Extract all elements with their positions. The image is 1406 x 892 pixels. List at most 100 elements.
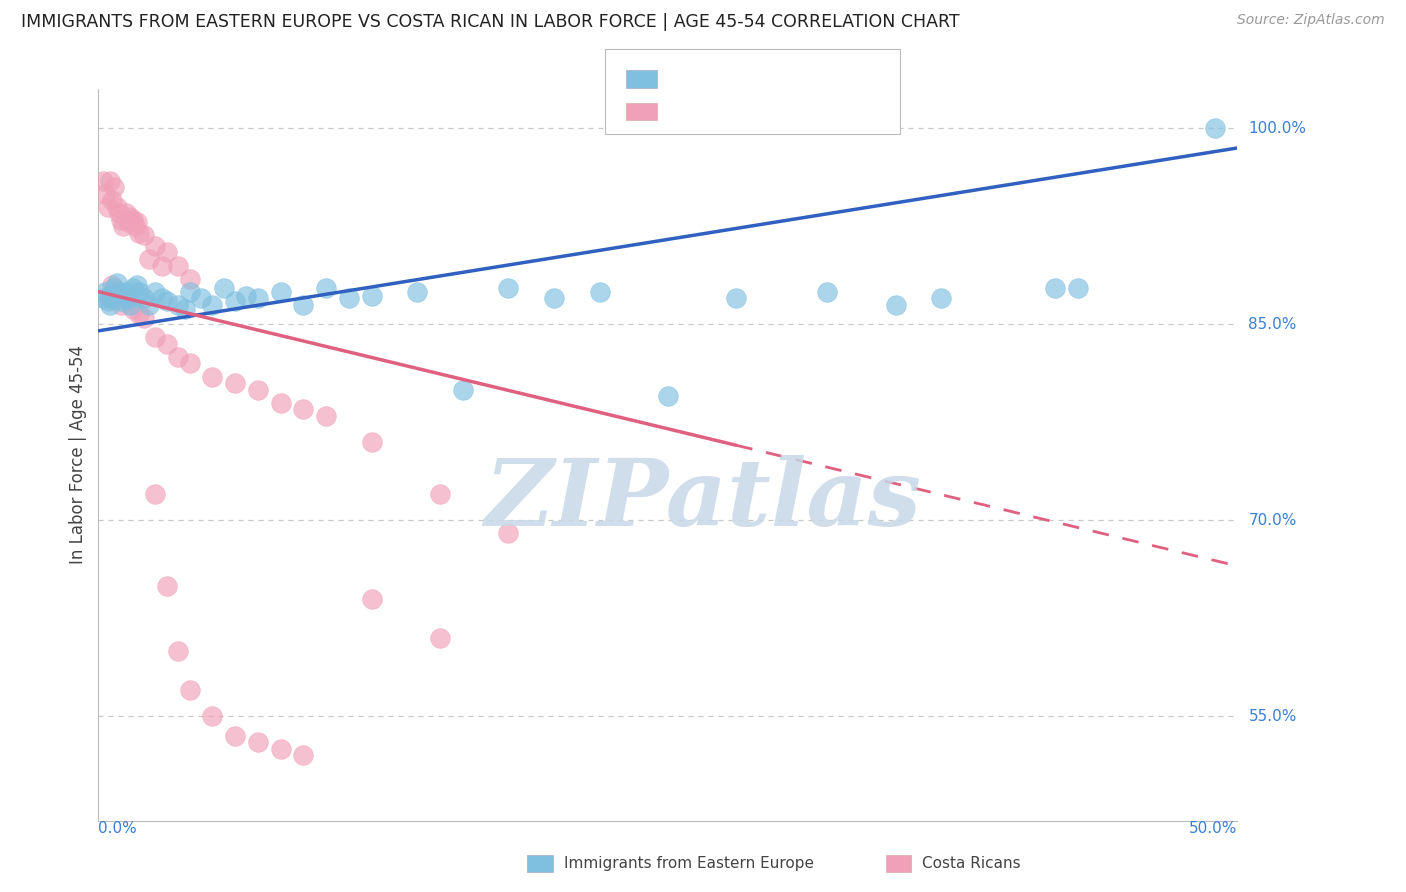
Point bbox=[179, 285, 201, 299]
Point bbox=[145, 239, 167, 253]
Point bbox=[292, 748, 315, 763]
Point bbox=[451, 383, 474, 397]
Point bbox=[124, 219, 146, 234]
Point bbox=[360, 288, 382, 302]
Point bbox=[132, 228, 155, 243]
Point bbox=[179, 357, 201, 371]
Point bbox=[132, 310, 155, 325]
Point bbox=[127, 278, 149, 293]
Point bbox=[108, 206, 131, 220]
Point bbox=[360, 434, 382, 449]
Point bbox=[190, 291, 212, 305]
Text: 0.0%: 0.0% bbox=[98, 821, 138, 836]
Point bbox=[120, 210, 142, 224]
Text: ZIPatlas: ZIPatlas bbox=[485, 455, 921, 544]
Point bbox=[315, 409, 337, 423]
Point bbox=[103, 285, 125, 299]
Point bbox=[212, 281, 235, 295]
Point bbox=[429, 487, 451, 501]
Text: 55.0%: 55.0% bbox=[1249, 708, 1296, 723]
Point bbox=[543, 291, 565, 305]
Point bbox=[128, 307, 150, 321]
Y-axis label: In Labor Force | Age 45-54: In Labor Force | Age 45-54 bbox=[69, 345, 87, 565]
Point bbox=[224, 729, 246, 743]
Point bbox=[121, 301, 143, 316]
Point bbox=[138, 252, 160, 266]
Text: 50.0%: 50.0% bbox=[1189, 821, 1237, 836]
Text: R =  0.461  N = 50: R = 0.461 N = 50 bbox=[668, 66, 825, 84]
Point bbox=[98, 173, 121, 188]
Point bbox=[105, 288, 128, 302]
Point bbox=[725, 291, 748, 305]
Point bbox=[150, 259, 173, 273]
Point bbox=[174, 301, 197, 316]
Point bbox=[110, 293, 132, 308]
Point bbox=[138, 298, 160, 312]
Point bbox=[101, 193, 124, 207]
Point bbox=[128, 226, 150, 240]
Point bbox=[929, 291, 952, 305]
Text: Source: ZipAtlas.com: Source: ZipAtlas.com bbox=[1237, 13, 1385, 28]
Point bbox=[150, 291, 173, 305]
Point bbox=[117, 215, 139, 229]
Point bbox=[112, 219, 135, 234]
Point bbox=[167, 259, 190, 273]
Point bbox=[105, 200, 128, 214]
Point bbox=[224, 293, 246, 308]
Point bbox=[120, 298, 142, 312]
Text: 100.0%: 100.0% bbox=[1249, 121, 1306, 136]
Point bbox=[156, 245, 179, 260]
Point bbox=[91, 173, 114, 188]
Point bbox=[406, 285, 429, 299]
Point bbox=[657, 389, 679, 403]
Point bbox=[98, 288, 121, 302]
Point bbox=[270, 285, 292, 299]
Point bbox=[101, 291, 124, 305]
Point bbox=[156, 337, 179, 351]
Text: 70.0%: 70.0% bbox=[1249, 513, 1296, 528]
Point bbox=[588, 285, 610, 299]
Point bbox=[101, 278, 124, 293]
Text: IMMIGRANTS FROM EASTERN EUROPE VS COSTA RICAN IN LABOR FORCE | AGE 45-54 CORRELA: IMMIGRANTS FROM EASTERN EUROPE VS COSTA … bbox=[21, 13, 960, 31]
Point bbox=[145, 487, 167, 501]
Point bbox=[98, 291, 121, 305]
Point bbox=[815, 285, 838, 299]
Point bbox=[110, 298, 132, 312]
Point bbox=[246, 383, 269, 397]
Text: Costa Ricans: Costa Ricans bbox=[922, 856, 1021, 871]
Point bbox=[167, 298, 190, 312]
Point bbox=[270, 741, 292, 756]
Point bbox=[91, 291, 114, 305]
Point bbox=[156, 578, 179, 592]
Point bbox=[235, 288, 257, 302]
Point bbox=[498, 526, 520, 541]
Point bbox=[498, 281, 520, 295]
Point bbox=[117, 291, 139, 305]
Point bbox=[98, 298, 121, 312]
Point bbox=[201, 369, 224, 384]
Point bbox=[121, 212, 143, 227]
Point bbox=[201, 298, 224, 312]
Point bbox=[337, 291, 360, 305]
Point bbox=[114, 285, 136, 299]
Point bbox=[156, 293, 179, 308]
Point bbox=[114, 206, 136, 220]
Point bbox=[132, 291, 155, 305]
Text: Immigrants from Eastern Europe: Immigrants from Eastern Europe bbox=[564, 856, 814, 871]
Point bbox=[292, 298, 315, 312]
Point bbox=[315, 281, 337, 295]
Point bbox=[112, 288, 135, 302]
Point bbox=[145, 330, 167, 344]
Text: 85.0%: 85.0% bbox=[1249, 317, 1296, 332]
Point bbox=[270, 395, 292, 409]
Point bbox=[1043, 281, 1066, 295]
Point bbox=[110, 212, 132, 227]
Point bbox=[103, 180, 125, 194]
Point bbox=[121, 281, 143, 295]
Point bbox=[94, 186, 117, 201]
Point bbox=[224, 376, 246, 390]
Point bbox=[179, 683, 201, 698]
Point bbox=[292, 402, 315, 417]
Point bbox=[128, 285, 150, 299]
Point bbox=[96, 200, 118, 214]
